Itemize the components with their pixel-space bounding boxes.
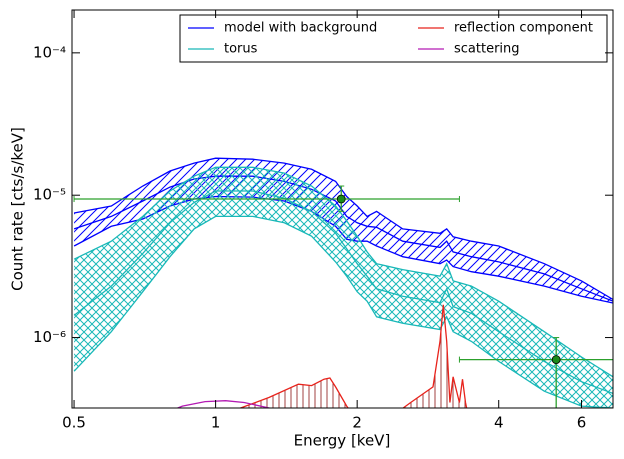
band-fill <box>74 167 613 408</box>
band-upper <box>73 166 613 378</box>
axes-frame <box>71 9 614 409</box>
series-line <box>238 304 468 408</box>
y-tick-label: 10⁻⁴ <box>33 43 66 61</box>
band-lower <box>73 215 613 408</box>
band-upper <box>73 157 613 301</box>
y-axis-label: Count rate [cts/s/keV] <box>9 127 27 291</box>
x-tick-label: 1 <box>211 414 221 432</box>
x-tick-label: 4 <box>494 414 504 432</box>
data-point <box>551 355 561 365</box>
series-line <box>175 400 272 408</box>
legend-box <box>179 14 608 63</box>
y-tick-label: 10⁻⁶ <box>33 328 66 346</box>
legend-label: scattering <box>454 42 520 57</box>
legend-label: reflection component <box>454 21 593 36</box>
data-point <box>336 194 346 204</box>
legend-label: torus <box>224 42 258 57</box>
y-tick-label: 10⁻⁵ <box>33 186 66 204</box>
x-tick-label: 6 <box>577 414 587 432</box>
series-line <box>73 190 613 395</box>
x-axis-label: Energy [keV] <box>294 432 391 450</box>
x-tick-label: 2 <box>352 414 362 432</box>
legend-label: model with background <box>224 21 377 36</box>
x-tick-label: 0.5 <box>62 414 86 432</box>
plot-area <box>73 157 613 408</box>
